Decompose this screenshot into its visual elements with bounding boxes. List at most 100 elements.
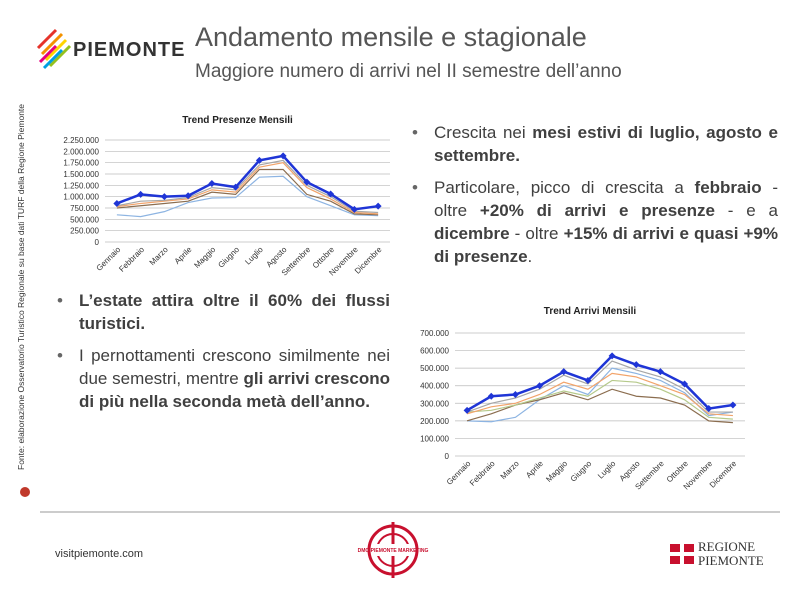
bullets-left: L’estate attira oltre il 60% dei flussi … bbox=[55, 289, 390, 422]
series-marker bbox=[729, 401, 737, 409]
y-tick-label: 500.000 bbox=[70, 215, 99, 224]
series-line bbox=[466, 354, 734, 412]
y-tick-label: 1.750.000 bbox=[63, 159, 99, 168]
series-line bbox=[116, 162, 379, 215]
bullet-bold-text: dicembre bbox=[434, 224, 510, 243]
series-line bbox=[116, 159, 379, 214]
title: Andamento mensile e stagionale bbox=[195, 22, 587, 52]
bullet-text: - oltre bbox=[434, 178, 778, 220]
series-marker bbox=[232, 183, 240, 191]
series-marker bbox=[487, 392, 495, 400]
series-line bbox=[466, 360, 733, 413]
series-marker bbox=[374, 202, 382, 210]
series-marker bbox=[511, 391, 519, 398]
bullet-text: I pernottamenti crescono similmente nei … bbox=[79, 346, 390, 388]
series-line bbox=[116, 154, 379, 211]
series-marker bbox=[584, 376, 592, 384]
dmo-logo-text: DMO PIEMONTE MARKETING bbox=[358, 548, 429, 554]
bullet-bold-text: +15% di arrivi e quasi +9% di presenze bbox=[434, 224, 778, 266]
series-marker bbox=[705, 405, 713, 413]
y-tick-label: 400.000 bbox=[420, 382, 449, 391]
y-tick-label: 250.000 bbox=[70, 227, 99, 236]
bullet-bold-text: gli arrivi crescono di più nella seconda… bbox=[79, 369, 390, 411]
y-tick-label: 600.000 bbox=[420, 347, 449, 356]
x-tick-label: Febbraio bbox=[117, 245, 146, 274]
series-marker bbox=[137, 190, 145, 198]
x-tick-label: Luglio bbox=[243, 245, 265, 267]
y-tick-label: 100.000 bbox=[420, 434, 449, 443]
chart-title: Trend Presenze Mensili bbox=[182, 115, 293, 126]
y-tick-label: 2.250.000 bbox=[63, 136, 99, 145]
series-marker bbox=[184, 192, 192, 200]
series-marker bbox=[160, 193, 168, 201]
bullet-bold-text: febbraio bbox=[694, 178, 762, 197]
y-tick-label: 0 bbox=[95, 238, 100, 247]
series-marker bbox=[327, 190, 335, 198]
bullet-text: Crescita nei bbox=[434, 123, 533, 142]
series-marker bbox=[303, 178, 311, 186]
series-line bbox=[466, 372, 733, 417]
x-tick-label: Febbraio bbox=[468, 459, 497, 488]
source-note: Fonte: elaborazione Osservatorio Turisti… bbox=[16, 104, 26, 470]
subtitle: Maggiore numero di arrivi nel II semestr… bbox=[195, 61, 622, 82]
source-icon bbox=[20, 487, 30, 497]
y-tick-label: 1.500.000 bbox=[63, 170, 99, 179]
series-marker bbox=[113, 199, 121, 207]
x-tick-label: Marzo bbox=[148, 245, 170, 267]
x-tick-label: Maggio bbox=[544, 459, 569, 484]
series-marker bbox=[208, 180, 216, 188]
regione-logo: REGIONE PIEMONTE bbox=[670, 540, 764, 568]
bullet-text: Particolare, picco di crescita a bbox=[434, 178, 695, 197]
x-tick-label: Dicembre bbox=[708, 459, 739, 490]
series-marker bbox=[560, 368, 568, 376]
y-tick-label: 200.000 bbox=[420, 417, 449, 426]
bullet-text: - oltre bbox=[509, 224, 564, 243]
bullet: Particolare, picco di crescita a febbrai… bbox=[410, 176, 778, 268]
bullets-right: Crescita nei mesi estivi di luglio, agos… bbox=[410, 121, 778, 277]
series-marker bbox=[255, 156, 263, 164]
series-marker bbox=[608, 352, 616, 360]
series-line bbox=[116, 168, 379, 216]
y-tick-label: 1.000.000 bbox=[63, 193, 99, 202]
y-tick-label: 750.000 bbox=[70, 204, 99, 213]
bullet-bold-text: L’estate attira oltre il 60% dei flussi … bbox=[79, 291, 390, 333]
x-tick-label: Luglio bbox=[596, 459, 618, 481]
x-tick-label: Maggio bbox=[192, 245, 217, 270]
bullet: I pernottamenti crescono similmente nei … bbox=[55, 344, 390, 413]
y-tick-label: 0 bbox=[445, 452, 450, 461]
series-marker bbox=[350, 205, 358, 213]
dmo-logo: DMO PIEMONTE MARKETING bbox=[358, 522, 429, 578]
x-tick-label: Aprile bbox=[524, 459, 545, 480]
y-tick-label: 500.000 bbox=[420, 364, 449, 373]
series-marker bbox=[681, 380, 689, 388]
bullet-text: - e a bbox=[714, 201, 778, 220]
x-tick-label: Giugno bbox=[216, 245, 241, 270]
logo-text: PIEMONTE bbox=[73, 39, 185, 61]
website: visitpiemonte.com bbox=[55, 548, 143, 560]
bullet-bold-text: +20% di arrivi e presenze bbox=[479, 201, 715, 220]
series-marker bbox=[536, 382, 544, 390]
series-line bbox=[116, 175, 379, 218]
chart-title: Trend Arrivi Mensili bbox=[544, 306, 637, 317]
bullet: L’estate attira oltre il 60% dei flussi … bbox=[55, 289, 390, 335]
bullet: Crescita nei mesi estivi di luglio, agos… bbox=[410, 121, 778, 167]
y-tick-label: 300.000 bbox=[420, 399, 449, 408]
series-line bbox=[467, 379, 733, 420]
x-tick-label: Marzo bbox=[499, 459, 521, 481]
chart-presenze: Trend Presenze Mensili 0 250.000 500.000 750… bbox=[63, 115, 390, 278]
x-tick-label: Aprile bbox=[173, 245, 194, 266]
y-tick-label: 700.000 bbox=[420, 329, 449, 338]
series-marker bbox=[279, 152, 287, 160]
logo-stripes bbox=[36, 28, 72, 70]
chart-arrivi: Trend Arrivi Mensili 0 100.000 200.000 300.0… bbox=[420, 306, 745, 492]
y-tick-label: 2.000.000 bbox=[63, 147, 99, 156]
bullet-bold-text: mesi estivi di luglio, agosto e settembr… bbox=[434, 123, 778, 165]
series-marker bbox=[656, 368, 664, 376]
series-marker bbox=[463, 406, 471, 414]
bullet-text: . bbox=[527, 247, 533, 266]
y-tick-label: 1.250.000 bbox=[63, 181, 99, 190]
series-marker bbox=[632, 361, 640, 369]
regione-logo-text: REGIONE PIEMONTE bbox=[698, 540, 764, 568]
